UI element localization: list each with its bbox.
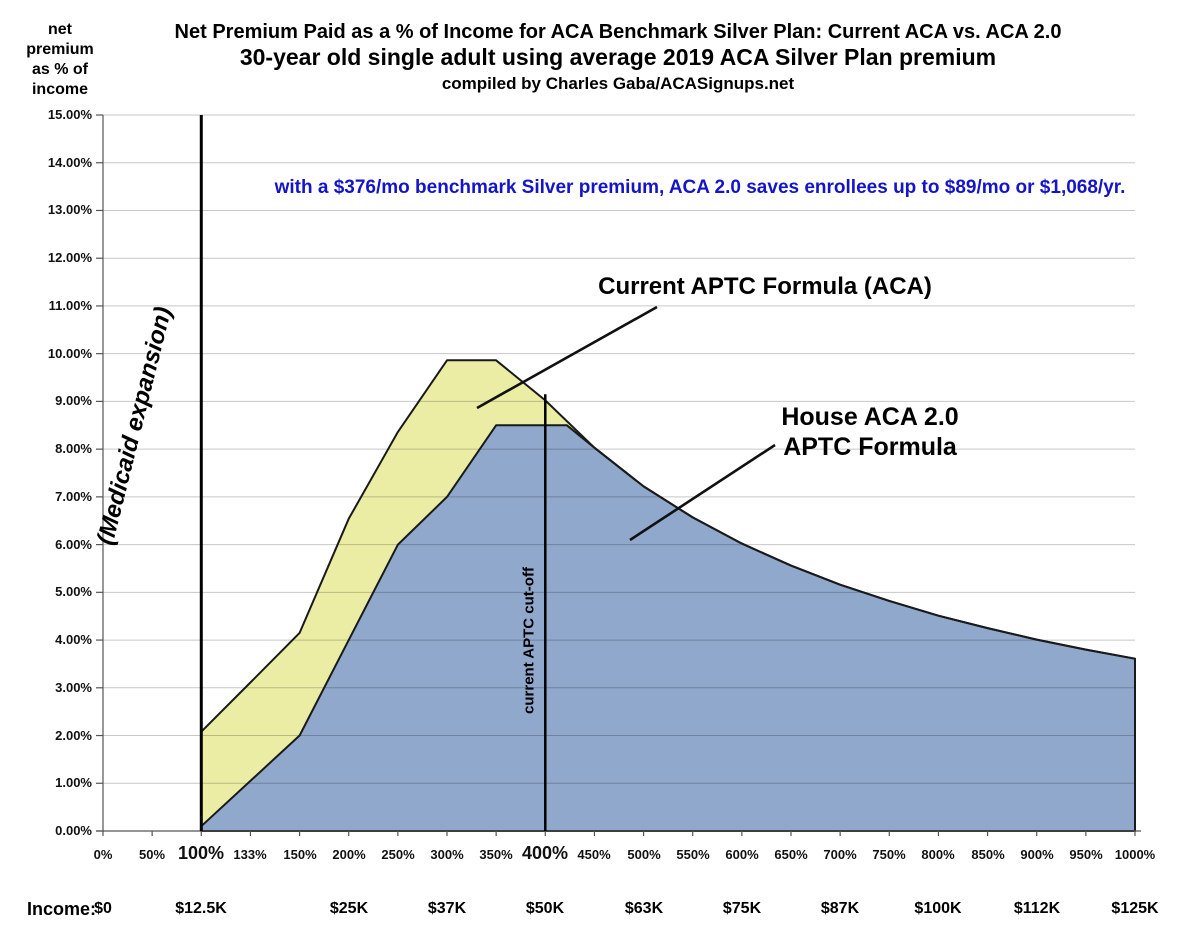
y-tick-label: 11.00% <box>48 298 92 313</box>
x-tick-label: 650% <box>774 847 808 862</box>
x-tick-label: 1000% <box>1114 847 1156 862</box>
y-axis-title-line: net <box>48 21 72 38</box>
x-tick-label: 50% <box>138 847 166 862</box>
y-tick-label: 13.00% <box>47 202 92 217</box>
y-tick-label: 7.00% <box>55 489 92 504</box>
income-value: $37K <box>427 900 467 917</box>
x-tick-label: 250% <box>381 847 415 862</box>
x-tick-label: 900% <box>1020 847 1054 862</box>
income-row-label: Income: <box>26 899 96 919</box>
callout-current-aca: Current APTC Formula (ACA) <box>598 273 932 300</box>
series-outline-house-aca2 <box>200 424 1136 832</box>
x-tick-label: 750% <box>872 847 906 862</box>
y-tick-label: 4.00% <box>55 632 92 647</box>
y-axis-title-line: income <box>31 81 88 98</box>
leader-line-current-aca <box>476 305 658 410</box>
y-axis-title-line: as % of <box>31 61 88 78</box>
x-tick-label: 133% <box>233 847 267 862</box>
x-tick-label: 700% <box>823 847 857 862</box>
callout-house-aca2: House ACA 2.0 APTC Formula <box>670 402 1070 462</box>
x-tick-label: 850% <box>971 847 1005 862</box>
chart-subtitle: 30-year old single adult using average 2… <box>239 44 997 70</box>
income-value: $12.5K <box>175 900 227 917</box>
y-tick-label: 14.00% <box>47 155 92 170</box>
callout-house-line2: APTC Formula <box>783 433 957 461</box>
y-tick-label: 1.00% <box>55 775 92 790</box>
y-tick-label: 15.00% <box>47 107 92 122</box>
x-tick-label: 450% <box>577 847 611 862</box>
x-tick-label: 400% <box>521 843 569 863</box>
leader-line-house-aca2 <box>629 443 776 542</box>
income-value: $87K <box>820 900 860 917</box>
x-tick-label: 550% <box>676 847 710 862</box>
income-value: $0 <box>94 900 112 917</box>
x-tick-label: 100% <box>177 843 225 863</box>
y-tick-label: 10.00% <box>47 346 92 361</box>
x-tick-label: 500% <box>627 847 661 862</box>
x-tick-label: 0% <box>93 847 113 862</box>
chart-title: Net Premium Paid as a % of Income for AC… <box>174 21 1062 43</box>
y-tick-label: 0.00% <box>55 823 92 838</box>
income-value: $50K <box>525 900 565 917</box>
y-tick-label: 9.00% <box>55 393 92 408</box>
income-value: $112K <box>1013 900 1061 917</box>
x-tick-label: 950% <box>1069 847 1103 862</box>
income-value: $63K <box>624 900 664 917</box>
x-tick-label: 600% <box>725 847 759 862</box>
income-value: $25K <box>329 900 369 917</box>
x-tick-label: 350% <box>479 847 513 862</box>
savings-annotation: with a $376/mo benchmark Silver premium,… <box>274 177 1126 198</box>
y-tick-label: 3.00% <box>55 680 92 695</box>
income-value: $125K <box>1111 900 1159 917</box>
y-tick-label: 2.00% <box>55 728 92 743</box>
x-tick-label: 150% <box>283 847 317 862</box>
y-tick-label: 12.00% <box>47 250 92 265</box>
income-value: $75K <box>722 900 762 917</box>
x-tick-label: 200% <box>332 847 366 862</box>
chart-credit: compiled by Charles Gaba/ACASignups.net <box>441 74 795 93</box>
series-area-house-aca2 <box>201 425 1136 831</box>
y-tick-label: 5.00% <box>55 584 92 599</box>
y-axis-title: net premium as % of income <box>8 20 112 100</box>
callout-house-line1: House ACA 2.0 <box>781 403 959 431</box>
aptc-cutoff-label: current APTC cut-off <box>520 567 538 714</box>
y-tick-label: 6.00% <box>55 537 92 552</box>
x-tick-label: 300% <box>430 847 464 862</box>
y-tick-label: 8.00% <box>55 441 92 456</box>
y-axis-title-line: premium <box>26 41 94 58</box>
x-tick-label: 800% <box>921 847 955 862</box>
income-value: $100K <box>914 900 962 917</box>
